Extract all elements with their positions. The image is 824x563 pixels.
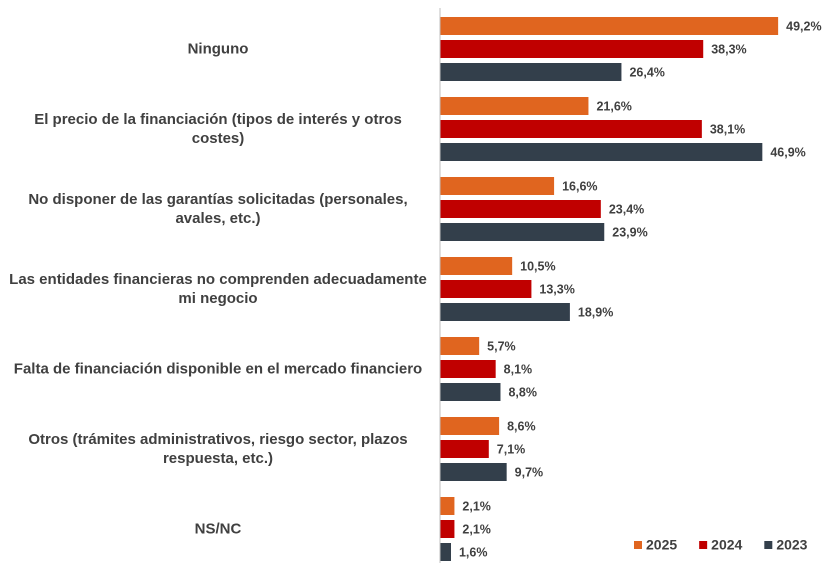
legend-swatch	[699, 541, 708, 549]
bar	[440, 337, 480, 355]
legend-swatch	[634, 541, 642, 549]
value-label: 5,7%	[487, 339, 516, 353]
legend-swatch	[764, 541, 773, 549]
value-label: 18,9%	[578, 305, 613, 319]
value-label: 38,1%	[710, 122, 745, 136]
bar	[440, 497, 455, 515]
category-label: Falta de financiación disponible en el m…	[13, 360, 423, 378]
category-label: Otros (trámites administrativos, riesgo …	[28, 431, 408, 467]
value-label: 9,7%	[515, 465, 544, 479]
bar	[440, 200, 601, 218]
bar	[440, 463, 507, 481]
value-label: 10,5%	[520, 259, 555, 273]
bar	[440, 97, 589, 115]
category-label: Ninguno	[187, 40, 249, 58]
bar	[440, 383, 501, 401]
value-label: 49,2%	[786, 19, 821, 33]
value-label: 23,9%	[612, 225, 647, 239]
bar	[440, 143, 763, 161]
legend-label: 2023	[776, 537, 807, 553]
value-label: 38,3%	[711, 42, 746, 56]
bar	[440, 440, 489, 458]
value-label: 8,6%	[507, 419, 536, 433]
category-label: El precio de la financiación (tipos de i…	[34, 111, 402, 147]
bar	[440, 120, 702, 138]
bar	[440, 17, 779, 35]
category-label: NS/NC	[194, 520, 242, 538]
bar	[440, 177, 555, 195]
bar	[440, 520, 455, 538]
bar	[440, 63, 622, 81]
value-label: 16,6%	[562, 179, 597, 193]
value-label: 8,8%	[508, 385, 536, 399]
value-label: 13,3%	[539, 282, 574, 296]
legend-label: 2025	[646, 537, 677, 553]
value-label: 2,1%	[462, 499, 491, 513]
value-label: 46,9%	[770, 145, 805, 159]
category-label: Las entidades financieras no comprenden …	[9, 271, 427, 307]
bar	[440, 223, 605, 241]
value-label: 1,6%	[459, 545, 488, 559]
bar	[440, 303, 570, 321]
value-label: 21,6%	[596, 99, 631, 113]
category-label: No disponer de las garantías solicitadas…	[28, 191, 408, 227]
bar	[440, 257, 513, 275]
bar	[440, 417, 500, 435]
value-label: 23,4%	[609, 202, 644, 216]
value-label: 26,4%	[629, 65, 664, 79]
bar	[440, 543, 451, 561]
value-label: 7,1%	[497, 442, 526, 456]
value-label: 2,1%	[462, 522, 491, 536]
legend-label: 2024	[711, 537, 742, 553]
bar	[440, 360, 496, 378]
bar	[440, 280, 532, 298]
value-label: 8,1%	[504, 362, 532, 376]
bar	[440, 40, 704, 58]
